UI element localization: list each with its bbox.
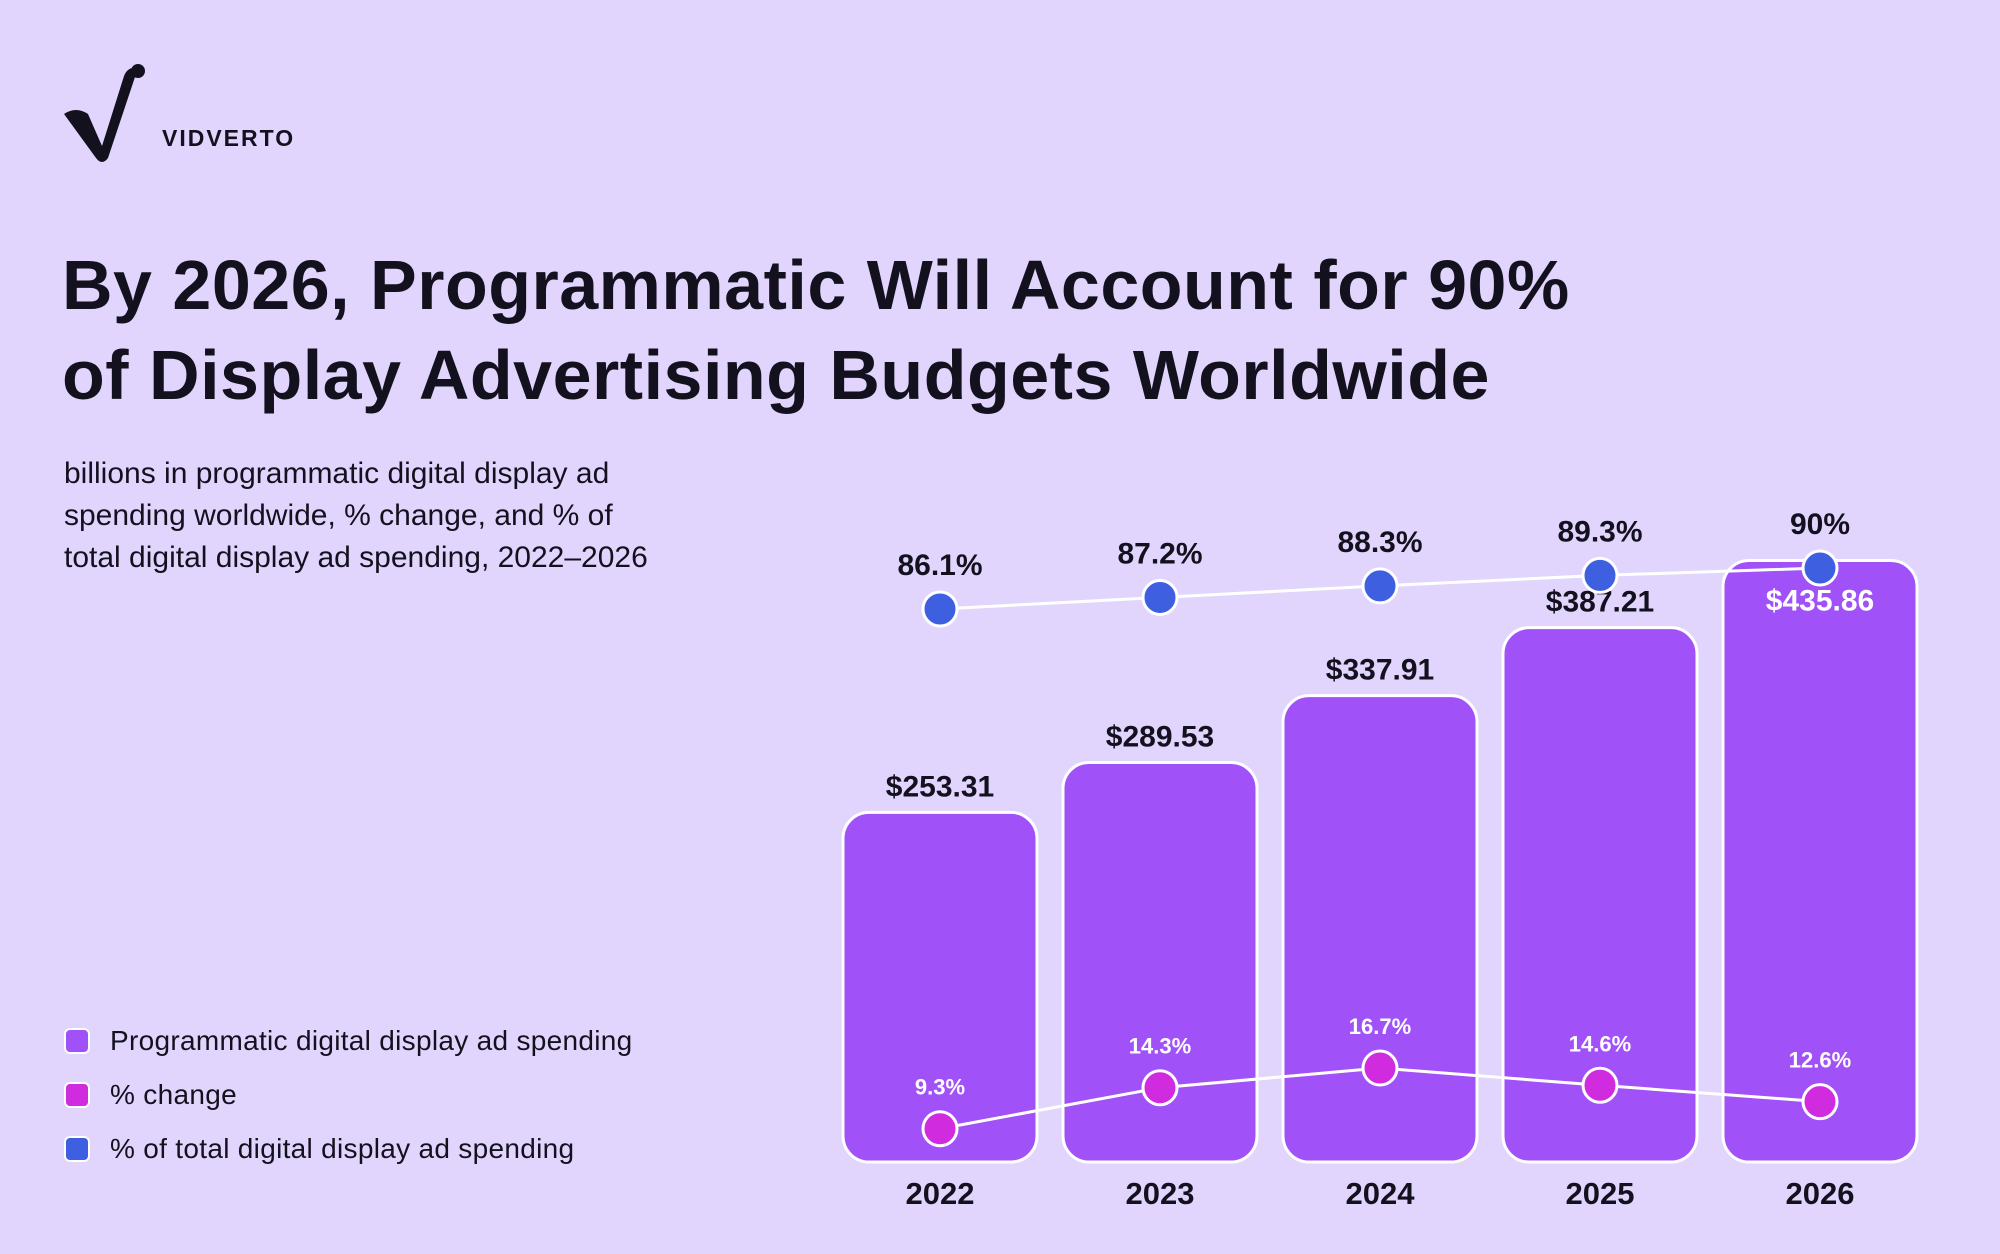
bar-2023: [1061, 760, 1259, 1164]
share-data-label: 89.3%: [1557, 515, 1642, 548]
share-point: [921, 590, 959, 628]
change-point: [1141, 1069, 1179, 1107]
legend-swatch-spending: [64, 1028, 90, 1054]
share-point: [1581, 556, 1619, 594]
change-point: [1801, 1083, 1839, 1121]
change-data-label: 12.6%: [1789, 1048, 1851, 1073]
bar-value-label: $337.91: [1326, 654, 1434, 687]
title-line-1: By 2026, Programmatic Will Account for 9…: [62, 246, 1570, 324]
legend-swatch-share: [64, 1136, 90, 1162]
change-data-label: 14.6%: [1569, 1031, 1631, 1056]
title-line-2: of Display Advertising Budgets Worldwide: [62, 336, 1490, 414]
legend-item-spending: Programmatic digital display ad spending: [64, 1014, 633, 1068]
share-point: [1141, 578, 1179, 616]
brand-name: VIDVERTO: [162, 125, 296, 151]
change-data-label: 9.3%: [915, 1075, 965, 1100]
chart-subtitle: billions in programmatic digital display…: [64, 453, 784, 579]
page-title: By 2026, Programmatic Will Account for 9…: [62, 240, 1862, 420]
legend-label-change: % change: [110, 1079, 237, 1110]
vidverto-logo-icon: [64, 64, 145, 162]
legend-swatch-change: [64, 1082, 90, 1108]
share-data-label: 87.2%: [1117, 537, 1202, 570]
legend-item-change: % change: [64, 1068, 633, 1122]
legend-label-spending: Programmatic digital display ad spending: [110, 1025, 633, 1056]
legend-item-share: % of total digital display ad spending: [64, 1122, 633, 1176]
change-data-label: 16.7%: [1349, 1014, 1411, 1039]
bar-value-label: $435.86: [1766, 585, 1874, 618]
change-point: [1581, 1066, 1619, 1104]
chart-legend: Programmatic digital display ad spending…: [64, 1014, 633, 1176]
share-data-label: 86.1%: [897, 549, 982, 582]
x-tick-label: 2024: [1346, 1176, 1416, 1211]
x-tick-label: 2026: [1786, 1176, 1855, 1211]
bar-2024: [1281, 694, 1479, 1164]
bar-2022: [841, 810, 1039, 1164]
share-data-label: 90%: [1790, 508, 1850, 541]
bar-2025: [1501, 626, 1699, 1164]
change-point: [1361, 1049, 1399, 1087]
subtitle-line-3: total digital display ad spending, 2022–…: [64, 541, 648, 574]
share-data-label: 88.3%: [1337, 526, 1422, 559]
x-tick-label: 2022: [906, 1176, 975, 1211]
change-data-label: 14.3%: [1129, 1034, 1191, 1059]
legend-label-share: % of total digital display ad spending: [110, 1133, 575, 1164]
x-tick-label: 2023: [1126, 1176, 1195, 1211]
bar-value-label: $253.31: [886, 770, 994, 803]
subtitle-line-1: billions in programmatic digital display…: [64, 457, 610, 490]
subtitle-line-2: spending worldwide, % change, and % of: [64, 499, 613, 532]
change-point: [921, 1110, 959, 1148]
brand-logo: VIDVERTO: [62, 62, 295, 162]
share-point: [1801, 549, 1839, 587]
share-point: [1361, 567, 1399, 605]
bar-value-label: $289.53: [1106, 720, 1214, 753]
x-tick-label: 2025: [1566, 1176, 1635, 1211]
